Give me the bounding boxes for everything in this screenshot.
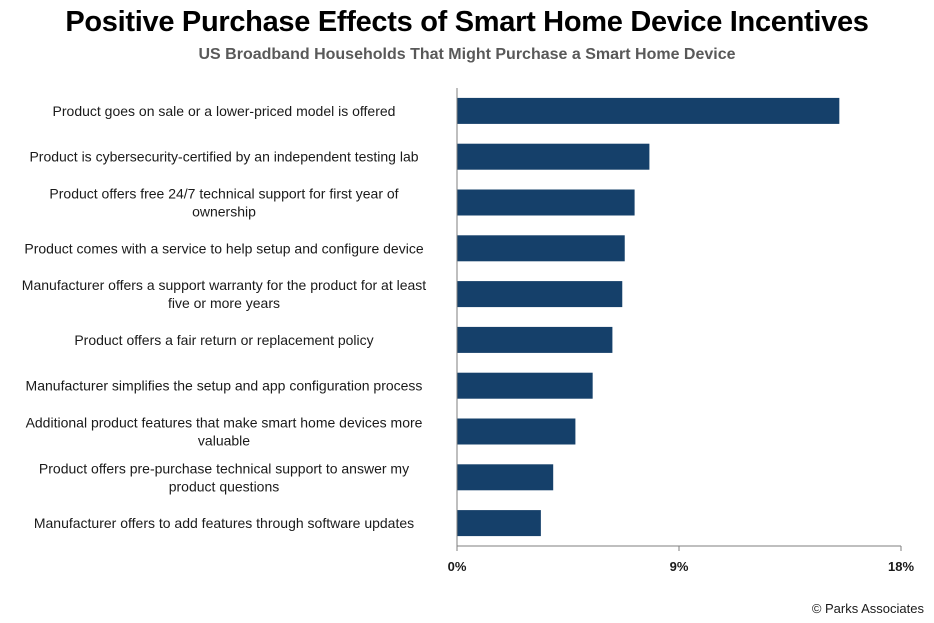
- bar-3: [457, 189, 635, 216]
- x-tick-label: 9%: [670, 559, 689, 574]
- category-label-line: Product offers a fair return or replacem…: [74, 332, 373, 348]
- category-label-line: Manufacturer simplifies the setup and ap…: [26, 378, 423, 394]
- source-credit: © Parks Associates: [811, 601, 924, 616]
- category-label-10: Manufacturer offers to add features thro…: [34, 515, 414, 531]
- category-label-line: product questions: [169, 478, 280, 494]
- bar-5: [457, 281, 623, 308]
- x-tick-label: 0%: [448, 559, 467, 574]
- category-label-3: Product offers free 24/7 technical suppo…: [49, 186, 398, 220]
- category-label-line: five or more years: [168, 295, 280, 311]
- category-label-line: Product goes on sale or a lower-priced m…: [53, 103, 396, 119]
- category-label-1: Product goes on sale or a lower-priced m…: [53, 103, 396, 119]
- category-label-5: Manufacturer offers a support warranty f…: [22, 277, 426, 311]
- bars-group: [457, 97, 840, 537]
- x-tick-label: 18%: [888, 559, 914, 574]
- bar-7: [457, 372, 593, 399]
- bar-4: [457, 235, 625, 262]
- category-label-4: Product comes with a service to help set…: [24, 240, 423, 256]
- category-label-line: ownership: [192, 204, 256, 220]
- category-label-line: valuable: [198, 433, 250, 449]
- bar-2: [457, 143, 650, 170]
- bar-10: [457, 510, 541, 537]
- category-label-line: Product is cybersecurity-certified by an…: [29, 149, 418, 165]
- bar-9: [457, 464, 554, 491]
- category-label-line: Product comes with a service to help set…: [24, 240, 423, 256]
- bar-1: [457, 97, 840, 124]
- category-label-line: Product offers pre-purchase technical su…: [39, 460, 409, 476]
- chart-title: Positive Purchase Effects of Smart Home …: [65, 6, 869, 38]
- category-labels: Product goes on sale or a lower-priced m…: [22, 103, 426, 531]
- bar-6: [457, 326, 613, 353]
- category-label-2: Product is cybersecurity-certified by an…: [29, 149, 418, 165]
- chart-subtitle: US Broadband Households That Might Purch…: [198, 46, 736, 63]
- category-label-9: Product offers pre-purchase technical su…: [39, 460, 409, 494]
- category-label-line: Manufacturer offers to add features thro…: [34, 515, 414, 531]
- category-label-7: Manufacturer simplifies the setup and ap…: [26, 378, 423, 394]
- category-label-line: Manufacturer offers a support warranty f…: [22, 277, 426, 293]
- category-label-line: Additional product features that make sm…: [26, 415, 423, 431]
- bar-8: [457, 418, 576, 445]
- category-label-6: Product offers a fair return or replacem…: [74, 332, 373, 348]
- x-axis: 0% 9% 18%: [448, 88, 914, 574]
- category-label-8: Additional product features that make sm…: [26, 415, 423, 449]
- category-label-line: Product offers free 24/7 technical suppo…: [49, 186, 398, 202]
